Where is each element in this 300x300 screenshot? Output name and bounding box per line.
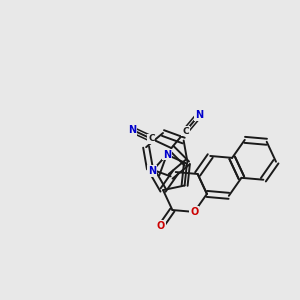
Text: N: N	[128, 125, 136, 135]
Text: C: C	[182, 127, 189, 136]
Text: N: N	[195, 110, 203, 120]
Text: N: N	[148, 166, 156, 176]
Text: O: O	[157, 221, 165, 231]
Text: N: N	[163, 150, 171, 160]
Text: C: C	[148, 134, 155, 143]
Text: O: O	[190, 207, 198, 217]
